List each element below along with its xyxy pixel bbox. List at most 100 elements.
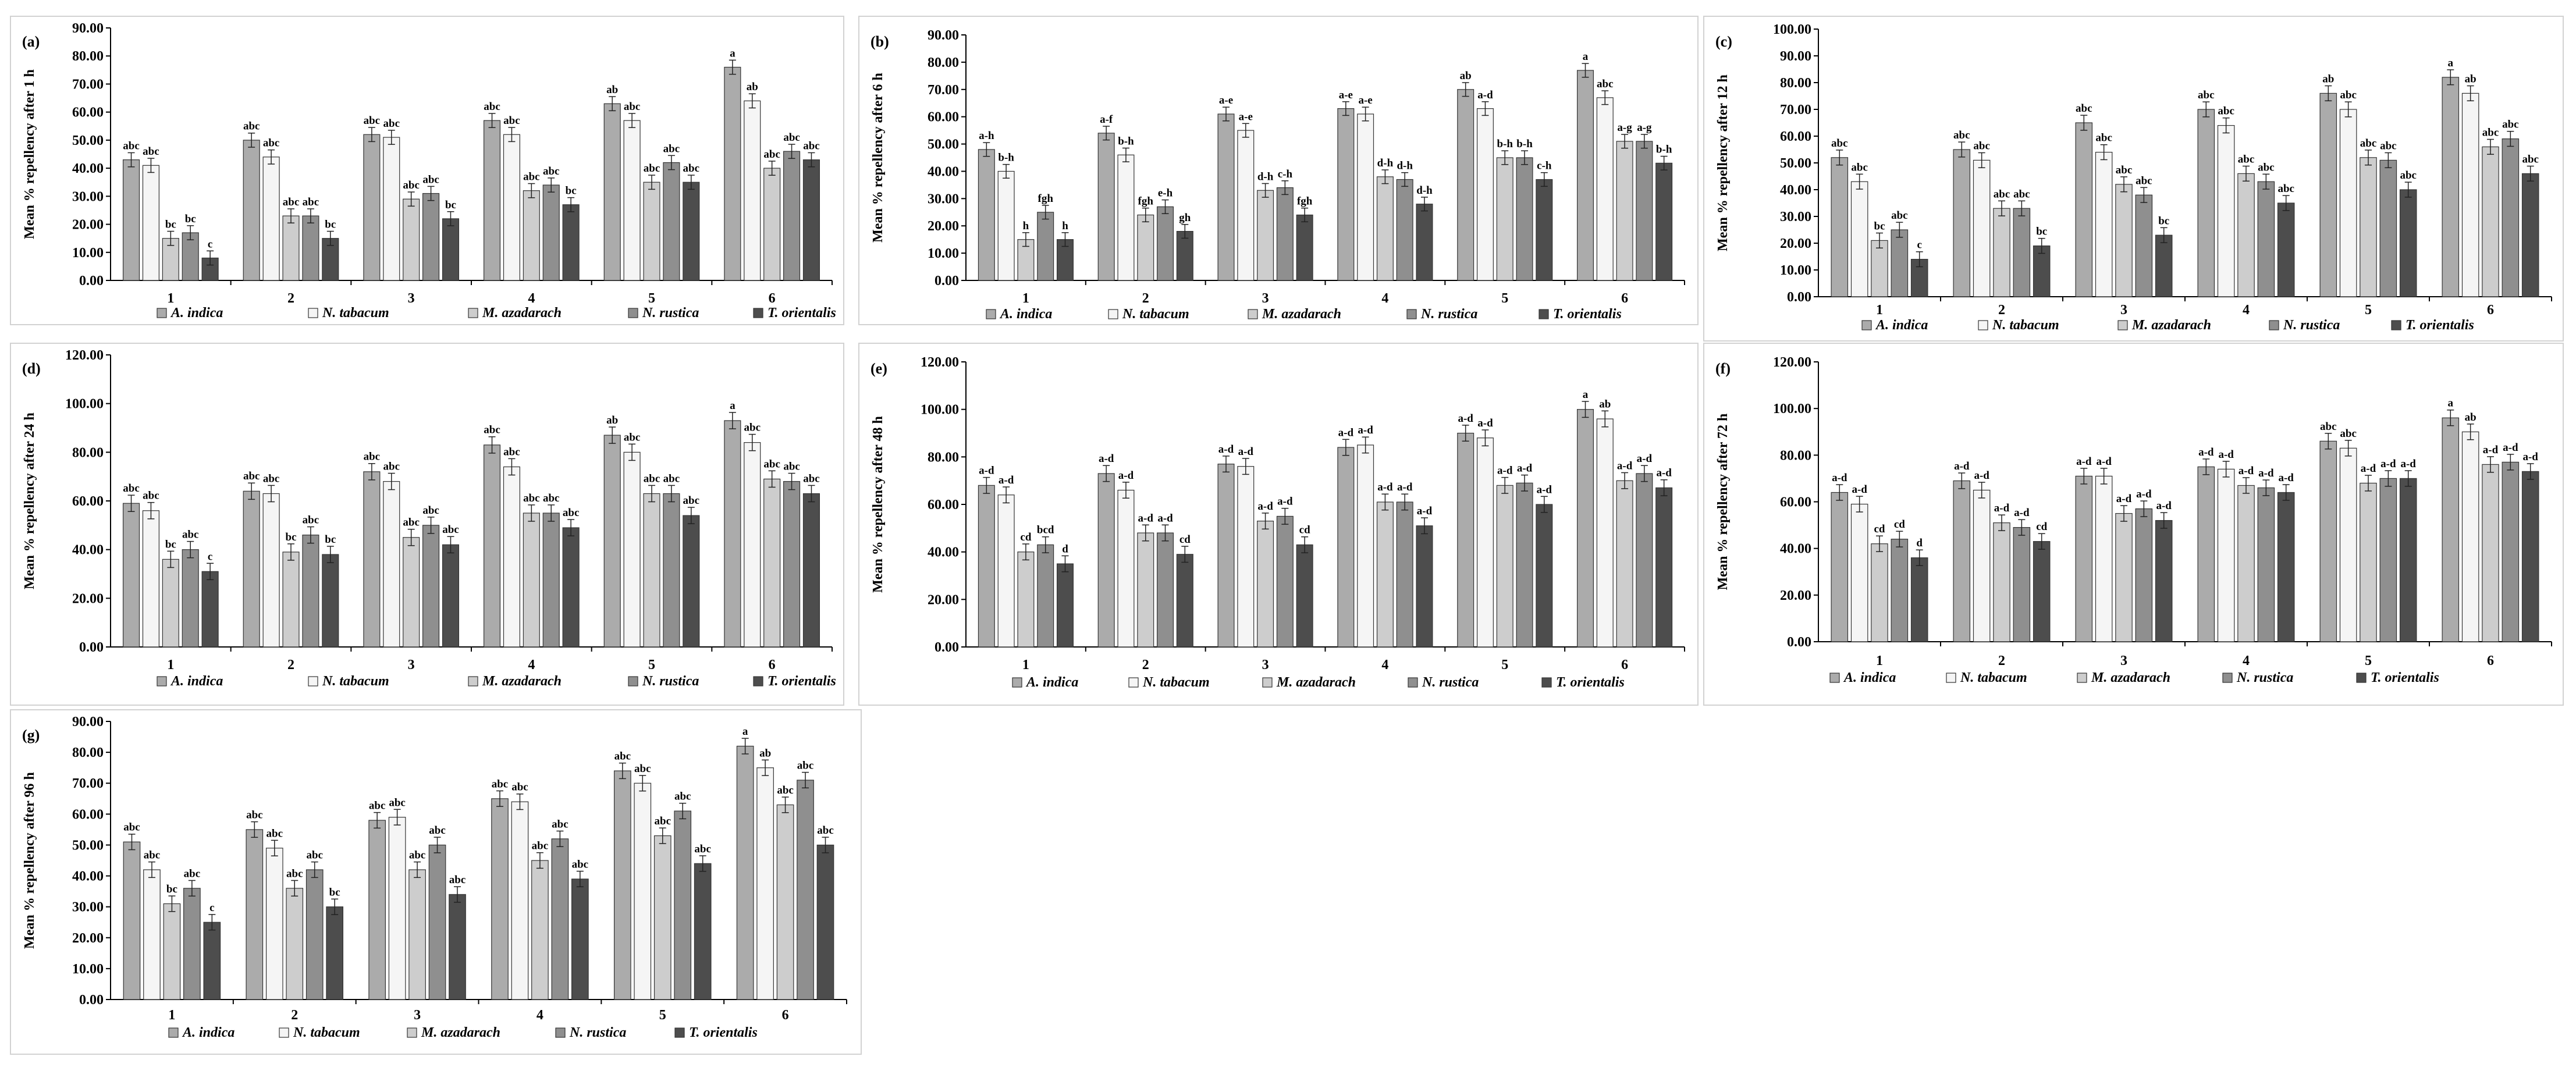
data-label: h [1023, 220, 1029, 232]
bar [2257, 487, 2275, 642]
data-label: a [1583, 51, 1589, 63]
legend-label: M. azadarach [1276, 675, 1356, 690]
data-label: a-e [1358, 94, 1372, 106]
bar [422, 525, 440, 648]
data-label: abc [1891, 209, 1908, 222]
data-label: cd [2036, 521, 2047, 533]
bar [2482, 146, 2499, 297]
bar [1376, 176, 1394, 281]
y-tick-label: 80.00 [72, 49, 104, 64]
y-tick-label: 30.00 [928, 191, 959, 207]
bar [1237, 130, 1255, 281]
data-label: abc [1953, 129, 1970, 141]
bar [1496, 485, 1513, 648]
bar [2442, 77, 2460, 297]
bar [2502, 138, 2520, 297]
y-tick-label: 0.00 [79, 273, 104, 289]
legend-swatch [2077, 673, 2087, 683]
bar [1993, 208, 2010, 297]
y-tick-label: 100.00 [921, 403, 959, 418]
legend-label: A. indica [1025, 675, 1078, 690]
data-label: abc [563, 507, 580, 519]
legend-swatch [1406, 309, 1417, 319]
bar [2135, 194, 2153, 297]
bar [265, 848, 283, 1000]
bar [1871, 543, 1888, 642]
bar [1655, 162, 1673, 281]
data-label: abc [572, 858, 589, 870]
data-label: a-d [1617, 460, 1633, 472]
bar [1217, 463, 1235, 648]
data-label: abc [123, 140, 140, 152]
bar [2360, 482, 2377, 642]
legend-swatch [1408, 677, 1418, 688]
data-label: d [1062, 543, 1068, 555]
bar [1536, 504, 1553, 648]
bar [674, 810, 692, 1000]
bar [783, 481, 801, 648]
bar [1097, 133, 1115, 281]
legend-swatch [468, 308, 478, 318]
legend-swatch [157, 308, 167, 318]
y-tick-label: 0.00 [935, 640, 959, 655]
bar [262, 157, 280, 281]
bar [1476, 108, 1494, 281]
data-label: abc [2400, 169, 2417, 182]
legend-label: T. orientalis [2371, 670, 2439, 685]
data-label: ab [2465, 73, 2476, 86]
data-label: a-d [1477, 89, 1493, 101]
data-label: abc [2116, 164, 2133, 176]
bar [363, 134, 381, 281]
data-label: a-d [2400, 458, 2416, 470]
bar [302, 215, 319, 281]
y-tick-label: 80.00 [928, 55, 959, 70]
data-label: b-h [1118, 135, 1134, 147]
x-tick-label: 5 [659, 1008, 666, 1023]
data-label: a-d [1238, 446, 1254, 458]
legend-label: N. tabacum [1142, 675, 1210, 690]
data-label: a-d [1537, 483, 1552, 496]
data-label: abc [763, 458, 780, 470]
data-label: a-d [1257, 500, 1273, 513]
x-tick-label: 4 [1381, 291, 1388, 306]
data-label: a-h [979, 130, 994, 142]
x-tick-label: 6 [2487, 303, 2494, 318]
data-label: abc [2502, 119, 2519, 131]
data-label: abc [763, 148, 780, 161]
y-tick-label: 0.00 [935, 273, 959, 289]
data-label: a-d [2361, 463, 2376, 475]
bar [1973, 159, 1991, 297]
bar [2115, 513, 2133, 642]
data-label: a [1583, 389, 1589, 401]
bar [1577, 409, 1594, 648]
data-label: abc [1597, 78, 1614, 90]
data-label: c [208, 550, 212, 563]
data-label: abc [2482, 127, 2499, 139]
x-tick-label: 5 [648, 291, 655, 306]
data-label: abc [306, 849, 323, 862]
bar [562, 204, 580, 281]
x-tick-label: 6 [769, 657, 776, 673]
bar [282, 215, 300, 281]
x-tick-label: 1 [168, 1008, 175, 1023]
data-label: a-d [1377, 481, 1393, 493]
data-label: abc [543, 492, 560, 504]
y-tick-label: 50.00 [1780, 156, 1811, 171]
data-label: a-d [1138, 512, 1154, 524]
bar [1457, 89, 1474, 281]
y-tick-label: 20.00 [1780, 588, 1811, 603]
data-label: cd [1179, 534, 1191, 546]
panel-label: (b) [870, 33, 889, 50]
data-label: a-d [979, 465, 994, 477]
y-tick-label: 30.00 [72, 900, 104, 915]
data-label: d-h [1257, 170, 1274, 183]
x-tick-label: 5 [1501, 657, 1508, 673]
data-label: a-g [1617, 122, 1632, 134]
bar [531, 860, 549, 1000]
x-tick-label: 3 [408, 291, 415, 306]
data-label: abc [2380, 140, 2397, 152]
data-label: b-h [1656, 144, 1672, 156]
bar [1357, 113, 1374, 281]
bar [183, 888, 201, 1000]
data-label: abc [286, 867, 303, 880]
